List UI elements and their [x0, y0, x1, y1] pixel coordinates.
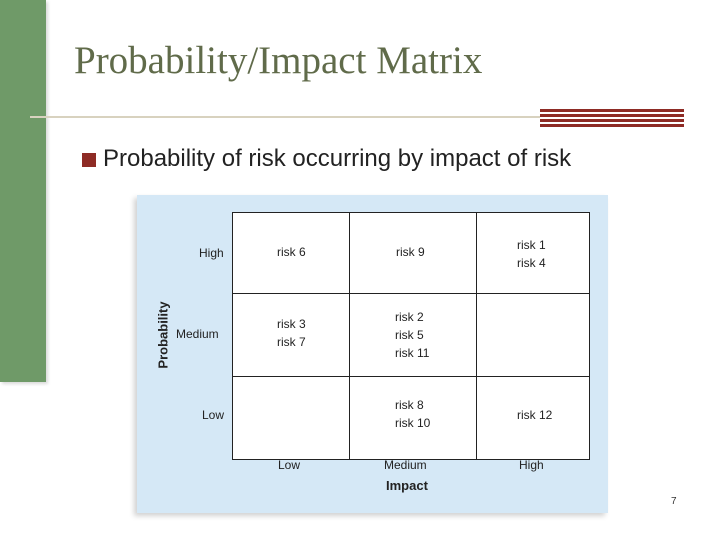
probability-impact-matrix [232, 212, 590, 460]
cell-high-high: risk 1 risk 4 [517, 238, 546, 270]
cell-low-medium: risk 8 risk 10 [395, 398, 431, 430]
grid-hline-2 [233, 376, 589, 377]
page-number: 7 [671, 496, 677, 507]
cell-high-low: risk 6 [277, 245, 306, 259]
grid-vline-2 [476, 213, 477, 459]
title-divider [30, 116, 540, 118]
x-axis-title: Impact [386, 478, 428, 493]
left-accent-bar [0, 0, 46, 382]
bullet-text: Probability of risk occurring by impact … [103, 145, 572, 172]
cell-medium-medium: risk 2 risk 5 risk 11 [395, 310, 430, 360]
decorative-stripes [540, 109, 684, 128]
bullet-square-icon [82, 153, 96, 167]
col-label-medium: Medium [384, 458, 427, 472]
col-label-low: Low [278, 458, 301, 472]
row-label-high: High [199, 246, 224, 260]
row-label-medium: Medium [176, 327, 219, 341]
slide-title: Probability/Impact Matrix [74, 39, 483, 82]
cell-medium-low: risk 3 risk 7 [277, 317, 306, 349]
cell-low-high: risk 12 [517, 408, 553, 422]
row-label-low: Low [202, 408, 225, 422]
y-axis-title: Probability [155, 301, 171, 369]
grid-vline-1 [349, 213, 350, 459]
grid-hline-1 [233, 293, 589, 294]
col-label-high: High [519, 458, 544, 472]
cell-high-medium: risk 9 [396, 245, 425, 259]
